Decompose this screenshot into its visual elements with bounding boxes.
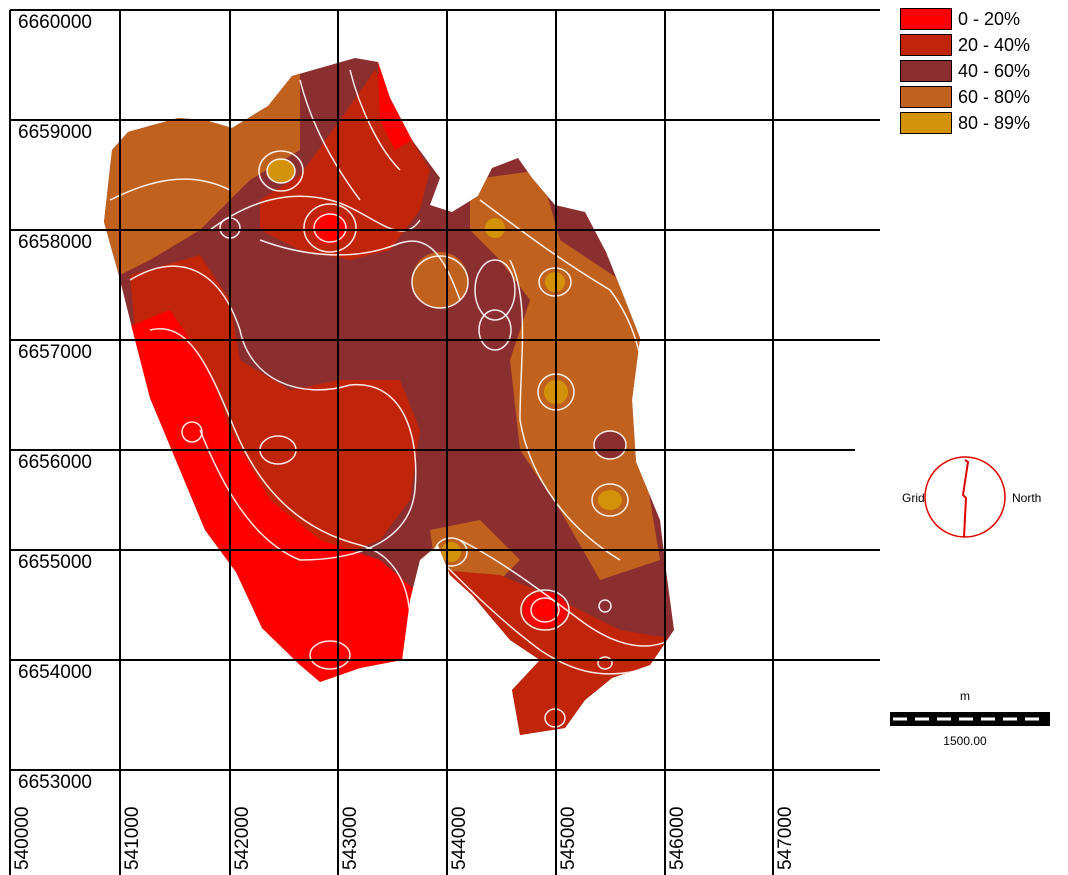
- legend-item: 40 - 60%: [900, 59, 1030, 83]
- scale-bar: m 1500.00: [890, 689, 1050, 748]
- y-coordinate-label: 6659000: [18, 122, 92, 143]
- coordinate-grid: [9, 9, 880, 875]
- legend-swatch: [900, 8, 952, 30]
- north-arrow: Grid North: [902, 456, 1041, 538]
- coordinate-labels: 6660000 6659000 6658000 6657000 6656000 66550…: [12, 12, 796, 870]
- y-coordinate-label: 6658000: [18, 232, 92, 253]
- north-arrow-left-label: Grid: [902, 491, 925, 505]
- legend-item: 20 - 40%: [900, 33, 1030, 57]
- x-coordinate-label: 545000: [558, 807, 579, 870]
- y-coordinate-label: 6660000: [18, 12, 92, 33]
- x-coordinate-label: 543000: [340, 807, 361, 870]
- legend-label: 60 - 80%: [958, 86, 1031, 107]
- scale-bar-value: 1500.00: [943, 734, 987, 748]
- raster-layer: [104, 58, 674, 735]
- legend-item: 0 - 20%: [900, 7, 1020, 31]
- y-coordinate-label: 6654000: [18, 662, 92, 683]
- zone-80-89-spot-4: [441, 542, 461, 562]
- legend-swatch: [900, 86, 952, 108]
- scale-bar-unit: m: [960, 689, 970, 703]
- x-coordinate-label: 544000: [449, 807, 470, 870]
- legend-swatch: [900, 112, 952, 134]
- zone-20-40-center: [130, 255, 420, 560]
- legend-label: 40 - 60%: [958, 60, 1031, 81]
- legend-label: 20 - 40%: [958, 34, 1031, 55]
- zone-60-80-north: [104, 70, 300, 280]
- y-coordinate-label: 6656000: [18, 452, 92, 473]
- north-arrow-right-label: North: [1012, 491, 1041, 505]
- x-coordinate-label: 547000: [775, 807, 796, 870]
- x-coordinate-label: 542000: [232, 807, 253, 870]
- legend-swatch: [900, 60, 952, 82]
- zone-80-89-spot-6: [485, 218, 505, 238]
- zone-60-80-south: [430, 520, 520, 585]
- x-coordinate-label: 541000: [122, 807, 143, 870]
- legend-swatch: [900, 34, 952, 56]
- zone-60-80-east: [470, 170, 660, 580]
- legend-label: 0 - 20%: [958, 8, 1021, 29]
- zone-0-20-southwest: [120, 310, 415, 690]
- zone-80-89-spot-3: [598, 490, 622, 510]
- legend-label: 80 - 89%: [958, 112, 1031, 133]
- x-coordinate-label: 546000: [667, 807, 688, 870]
- y-coordinate-label: 6655000: [18, 552, 92, 573]
- legend-item: 60 - 80%: [900, 85, 1030, 109]
- zone-80-89-spot-1: [267, 159, 295, 183]
- x-coordinate-label: 540000: [12, 807, 33, 870]
- zone-40-60-spot: [594, 431, 626, 459]
- y-coordinate-label: 6657000: [18, 342, 92, 363]
- zone-60-80-spot: [412, 252, 468, 308]
- north-arrow-needle: [961, 459, 970, 538]
- legend-item: 80 - 89%: [900, 111, 1030, 135]
- y-coordinate-label: 6653000: [18, 772, 92, 793]
- zone-0-20-spot-1: [312, 212, 348, 244]
